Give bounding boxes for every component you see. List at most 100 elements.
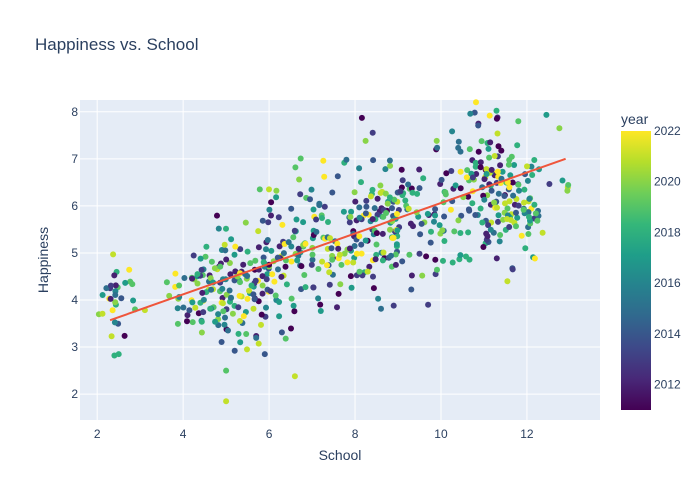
data-point <box>335 290 342 297</box>
data-point <box>223 367 230 374</box>
data-point <box>388 252 394 259</box>
data-point <box>532 210 539 217</box>
data-point <box>457 168 464 175</box>
chart-title: Happiness vs. School <box>35 35 198 54</box>
data-point <box>508 153 515 160</box>
x-tick-label: 4 <box>180 427 187 441</box>
data-point <box>442 189 449 196</box>
data-point <box>273 187 280 194</box>
data-point <box>255 340 262 347</box>
data-points <box>95 99 572 405</box>
data-point <box>256 186 263 193</box>
data-point <box>358 250 365 257</box>
data-point <box>335 245 342 252</box>
data-point <box>166 292 173 299</box>
data-point <box>408 286 415 293</box>
data-point <box>504 205 511 212</box>
data-point <box>370 157 377 164</box>
data-point <box>387 226 393 233</box>
data-point <box>334 304 340 311</box>
data-point <box>369 129 376 136</box>
data-point <box>386 157 393 164</box>
data-point <box>309 256 316 263</box>
data-point <box>334 240 341 247</box>
x-tick-label: 10 <box>434 427 448 441</box>
data-point <box>184 318 190 325</box>
data-point <box>181 275 188 281</box>
data-point <box>384 200 391 207</box>
data-point <box>291 373 298 380</box>
colorbar-tick-label: 2014 <box>654 327 681 341</box>
data-point <box>473 99 479 106</box>
data-point <box>219 285 226 292</box>
data-point <box>514 142 521 149</box>
data-point <box>344 259 351 266</box>
data-point <box>386 194 393 201</box>
data-point <box>222 314 228 321</box>
data-point <box>477 164 484 171</box>
data-point <box>455 138 462 145</box>
data-point <box>264 237 271 243</box>
data-point <box>228 236 235 243</box>
data-point <box>321 203 328 210</box>
data-point <box>458 212 465 219</box>
data-point <box>380 249 387 256</box>
data-point <box>198 266 205 273</box>
data-point <box>452 182 459 189</box>
data-point <box>448 168 455 174</box>
y-tick-label: 4 <box>71 293 78 307</box>
data-point <box>417 231 424 238</box>
data-point <box>373 251 380 258</box>
data-point <box>347 273 354 280</box>
data-point <box>301 272 308 278</box>
data-point <box>313 228 320 235</box>
data-point <box>565 182 572 188</box>
data-point <box>353 250 360 257</box>
data-point <box>247 260 254 267</box>
data-point <box>481 176 488 183</box>
data-point <box>516 187 522 194</box>
data-point <box>208 258 215 265</box>
data-point <box>237 246 244 253</box>
data-point <box>211 265 218 272</box>
data-point <box>219 300 226 307</box>
data-point <box>111 319 118 326</box>
data-point <box>297 155 304 162</box>
data-point <box>439 227 446 234</box>
data-point <box>356 214 363 221</box>
data-point <box>487 226 494 233</box>
data-point <box>356 204 363 211</box>
colorbar-tick-label: 2022 <box>654 124 681 138</box>
data-point <box>491 153 498 159</box>
data-point <box>504 278 511 285</box>
data-point <box>506 184 513 191</box>
data-point <box>465 206 472 213</box>
data-point <box>363 203 370 210</box>
data-point <box>260 254 267 261</box>
data-point <box>130 297 137 304</box>
y-tick-label: 3 <box>71 340 78 354</box>
y-tick-label: 6 <box>71 199 78 213</box>
data-point <box>278 273 285 280</box>
data-point <box>259 290 266 297</box>
data-point <box>174 320 181 327</box>
data-point <box>477 205 484 212</box>
data-point <box>189 319 196 326</box>
data-point <box>190 252 197 259</box>
data-point <box>370 285 377 292</box>
data-point <box>260 259 267 266</box>
colorbar-tick-label: 2016 <box>654 276 681 290</box>
data-point <box>297 191 304 198</box>
data-point <box>326 281 333 288</box>
data-point <box>509 179 516 186</box>
data-point <box>431 218 437 225</box>
data-point <box>261 351 268 358</box>
data-point <box>292 164 299 171</box>
data-point <box>107 282 114 289</box>
data-point <box>367 193 374 200</box>
data-point <box>200 296 207 303</box>
data-point <box>564 187 571 194</box>
data-point <box>513 209 519 216</box>
data-point <box>285 239 292 246</box>
data-point <box>215 225 222 232</box>
